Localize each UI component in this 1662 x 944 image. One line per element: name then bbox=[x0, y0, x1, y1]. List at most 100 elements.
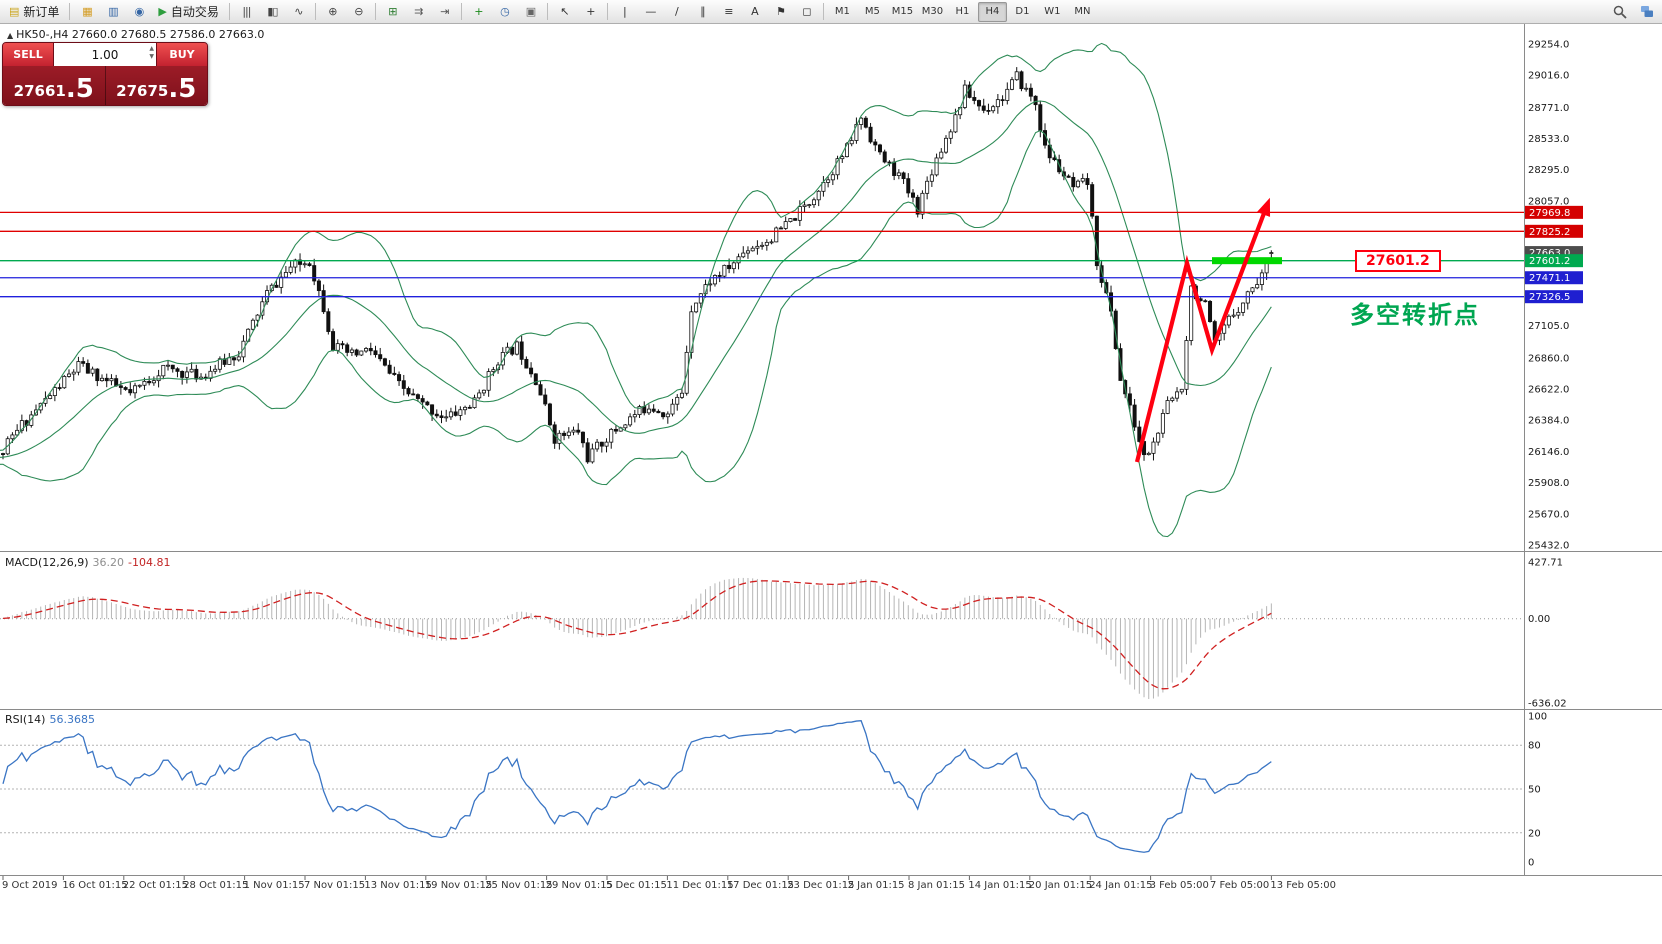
buy-price[interactable]: 27675.5 bbox=[106, 66, 208, 105]
macd-main-value: 36.20 bbox=[92, 556, 125, 569]
chart-symbol: HK50-,H4 bbox=[16, 28, 69, 41]
price-annotation-box[interactable]: 27601.2 bbox=[1355, 250, 1441, 272]
macd-scale-zero: 0.00 bbox=[1528, 614, 1550, 625]
price-scale-label: 25670.0 bbox=[1528, 509, 1569, 520]
macd-histogram bbox=[0, 577, 1524, 699]
search-icon[interactable] bbox=[1607, 1, 1632, 23]
time-axis-label: 25 Nov 01:15 bbox=[485, 880, 552, 891]
price-scale-label: 28771.0 bbox=[1528, 103, 1569, 114]
time-axis-label: 13 Nov 01:15 bbox=[364, 880, 431, 891]
turning-point-text[interactable]: 多空转折点 bbox=[1350, 301, 1480, 329]
volume-down-icon[interactable]: ▼ bbox=[149, 53, 154, 61]
timeframe-m5[interactable]: M5 bbox=[864, 6, 880, 17]
line-chart-icon[interactable]: ∿ bbox=[294, 5, 303, 18]
chart-ohlc-values: 27660.0 27680.5 27586.0 27663.0 bbox=[71, 28, 265, 41]
one-click-trading-panel: SELL 1.00 ▲ ▼ BUY 27661.5 27675.5 bbox=[2, 42, 208, 106]
macd-indicator-label: MACD(12,26,9) 36.20 -104.81 bbox=[5, 556, 171, 569]
templates-icon[interactable]: ▣ bbox=[525, 5, 536, 18]
fibonacci-icon[interactable]: ≡ bbox=[724, 5, 733, 18]
indicators-icon[interactable]: + bbox=[474, 5, 483, 18]
time-axis-label: 11 Dec 01:15 bbox=[666, 880, 733, 891]
timeframe-m1[interactable]: M1 bbox=[834, 6, 850, 17]
price-scale[interactable]: 29254.0 29016.0 28771.0 28533.0 28295.0 28057… bbox=[1525, 40, 1583, 552]
price-scale-label: 26384.0 bbox=[1528, 416, 1569, 427]
buy-button[interactable]: BUY bbox=[157, 43, 207, 66]
chart-title-icon: ▲ bbox=[7, 31, 14, 40]
trade-panel-controls: SELL 1.00 ▲ ▼ BUY bbox=[3, 43, 207, 66]
timeframe-h4[interactable]: H4 bbox=[977, 1, 1007, 22]
navigator-icon[interactable]: ◉ bbox=[134, 5, 145, 18]
price-scale-label: 25432.0 bbox=[1528, 541, 1569, 552]
market-watch-icon[interactable]: ▥ bbox=[108, 5, 118, 18]
text-icon[interactable]: A bbox=[751, 5, 759, 18]
time-axis-label: 5 Dec 01:15 bbox=[606, 880, 667, 891]
rsi-scale-label: 100 bbox=[1528, 712, 1547, 723]
price-scale-label: 28057.0 bbox=[1528, 196, 1569, 207]
macd-signal-line bbox=[2, 580, 1272, 690]
autotrading-button[interactable]: ▶ 自动交易 bbox=[152, 2, 224, 22]
chart-shift-icon[interactable]: ⇥ bbox=[440, 5, 449, 18]
price-scale-label: 27105.0 bbox=[1528, 321, 1569, 332]
rsi-line bbox=[2, 720, 1272, 853]
tile-windows-icon[interactable]: ⊞ bbox=[388, 5, 397, 18]
volume-input[interactable]: 1.00 ▲ ▼ bbox=[53, 43, 157, 66]
timeframe-m15[interactable]: M15 bbox=[891, 6, 914, 17]
price-badge-label: 27663.0 bbox=[1529, 248, 1570, 259]
time-axis-label: 14 Jan 01:15 bbox=[968, 880, 1031, 891]
timeframe-m30[interactable]: M30 bbox=[921, 6, 944, 17]
candlestick-chart-icon[interactable]: ▮▯ bbox=[267, 5, 278, 18]
horizontal-line-icon[interactable]: — bbox=[645, 5, 656, 18]
shapes-icon[interactable]: ◻ bbox=[802, 5, 811, 18]
toolbar: ▤ 新订单 ▦ ▥ ◉ ▶ 自动交易 ||| ▮▯ ∿ ⊕ ⊖ ⊞ ⇉ ⇥ + ◷ ▣ ↖ + | — / ∥ ≡ A ⚑ ◻ M1 M5… bbox=[0, 0, 1662, 24]
price-scale-label: 26146.0 bbox=[1528, 447, 1569, 458]
price-scale-label: 25908.0 bbox=[1528, 478, 1569, 489]
price-scale-label: 29254.0 bbox=[1528, 40, 1569, 51]
label-icon[interactable]: ⚑ bbox=[775, 5, 786, 18]
new-order-icon: ▤ bbox=[9, 5, 20, 18]
rsi-panel-content bbox=[0, 720, 1524, 853]
zoom-in-icon[interactable]: ⊕ bbox=[328, 5, 337, 18]
rsi-indicator-label: RSI(14) 56.3685 bbox=[5, 713, 95, 726]
cursor-icon[interactable]: ↖ bbox=[560, 5, 569, 18]
zigzag-arrow[interactable] bbox=[1134, 197, 1271, 463]
chat-icon[interactable] bbox=[1634, 1, 1659, 23]
time-axis-label: 16 Oct 01:15 bbox=[62, 880, 127, 891]
sell-price-big: .5 bbox=[65, 73, 94, 104]
volume-up-icon[interactable]: ▲ bbox=[149, 45, 154, 52]
buy-price-main: 27675 bbox=[116, 82, 169, 100]
sell-price[interactable]: 27661.5 bbox=[3, 66, 106, 105]
time-axis-label: 20 Jan 01:15 bbox=[1029, 880, 1092, 891]
profiles-icon[interactable]: ▦ bbox=[82, 5, 92, 18]
candlestick-series bbox=[0, 67, 1274, 464]
price-scale-label: 28295.0 bbox=[1528, 165, 1569, 176]
bar-chart-icon[interactable]: ||| bbox=[242, 5, 251, 18]
volume-spinner[interactable]: ▲ ▼ bbox=[149, 45, 154, 62]
zoom-out-icon[interactable]: ⊖ bbox=[354, 5, 363, 18]
channel-icon[interactable]: ∥ bbox=[700, 5, 706, 18]
price-badge-label: 27326.5 bbox=[1529, 292, 1570, 303]
vertical-line-icon[interactable]: | bbox=[623, 5, 627, 18]
time-axis-label: 28 Oct 01:15 bbox=[183, 880, 248, 891]
price-scale-label: 26860.0 bbox=[1528, 353, 1569, 364]
timeframe-d1[interactable]: D1 bbox=[1015, 6, 1030, 17]
timeframe-w1[interactable]: W1 bbox=[1044, 6, 1061, 17]
price-badge-label: 27969.8 bbox=[1529, 208, 1570, 219]
toolbar-separator bbox=[228, 3, 230, 20]
rsi-scale-label: 0 bbox=[1528, 858, 1534, 869]
price-badge-label: 27471.1 bbox=[1529, 273, 1570, 284]
auto-scroll-icon[interactable]: ⇉ bbox=[414, 5, 423, 18]
time-axis-label: 19 Nov 01:15 bbox=[425, 880, 492, 891]
price-badge bbox=[1525, 271, 1583, 285]
timeframe-h1[interactable]: H1 bbox=[955, 6, 970, 17]
sell-button[interactable]: SELL bbox=[3, 43, 53, 66]
periods-icon[interactable]: ◷ bbox=[500, 5, 510, 18]
crosshair-icon[interactable]: + bbox=[586, 5, 595, 18]
toolbar-right-group bbox=[1607, 1, 1659, 23]
time-axis-label: 22 Oct 01:15 bbox=[123, 880, 188, 891]
timeframe-mn[interactable]: MN bbox=[1074, 6, 1091, 17]
new-order-button[interactable]: ▤ 新订单 bbox=[3, 2, 65, 22]
time-axis-label: 23 Dec 01:15 bbox=[787, 880, 854, 891]
trendline-icon[interactable]: / bbox=[675, 5, 679, 18]
